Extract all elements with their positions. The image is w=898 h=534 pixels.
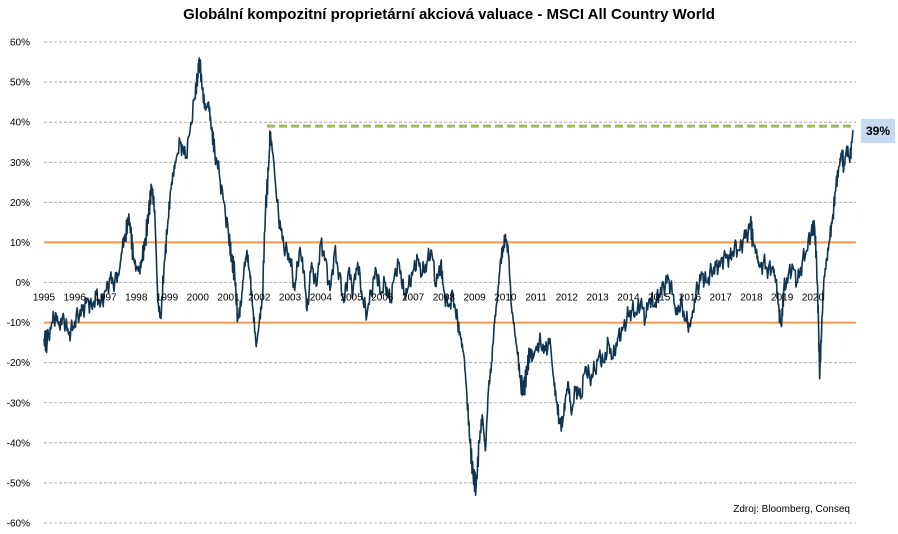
y-tick-label: -30% <box>7 398 30 409</box>
x-tick-label: 2019 <box>771 293 794 304</box>
y-tick-label: -10% <box>7 318 30 329</box>
y-tick-label: 20% <box>10 198 30 209</box>
x-tick-label: 1996 <box>64 293 87 304</box>
x-tick-label: 2020 <box>802 293 825 304</box>
x-tick-label: 2007 <box>402 293 425 304</box>
x-tick-label: 2012 <box>556 293 579 304</box>
y-tick-label: 10% <box>10 238 30 249</box>
y-tick-label: -50% <box>7 478 30 489</box>
y-tick-label: 60% <box>10 38 30 49</box>
x-tick-label: 2003 <box>279 293 302 304</box>
y-tick-label: -40% <box>7 438 30 449</box>
y-tick-label: 50% <box>10 78 30 89</box>
value-callout: 39% <box>861 119 895 143</box>
x-tick-label: 2013 <box>587 293 610 304</box>
x-tick-label: 2008 <box>433 293 456 304</box>
chart-title: Globální kompozitní proprietární akciová… <box>183 6 715 23</box>
y-tick-label: 30% <box>10 158 30 169</box>
gridlines <box>44 41 856 524</box>
x-tick-label: 2001 <box>217 293 240 304</box>
x-tick-label: 1998 <box>125 293 148 304</box>
x-tick-label: 2006 <box>371 293 394 304</box>
x-tick-label: 1999 <box>156 293 179 304</box>
x-tick-label: 2018 <box>740 293 763 304</box>
x-tick-label: 2005 <box>340 293 363 304</box>
x-tick-label: 2016 <box>679 293 702 304</box>
band-lines <box>44 241 856 324</box>
series-lines <box>43 57 854 496</box>
y-axis-tick-labels: 60% 50% 40% 30% 20% 10% 0% -10% -20% -30% -40% -50%… <box>7 38 30 530</box>
x-tick-label: 2004 <box>310 293 333 304</box>
x-tick-label: 1997 <box>94 293 117 304</box>
x-tick-label: 2017 <box>710 293 733 304</box>
x-tick-label: 2000 <box>187 293 210 304</box>
x-tick-label: 2011 <box>525 293 547 304</box>
x-tick-label: 2015 <box>648 293 671 304</box>
y-tick-label: -60% <box>7 519 30 530</box>
series-line <box>43 57 854 496</box>
x-tick-label: 2009 <box>463 293 486 304</box>
x-tick-label: 2014 <box>617 293 640 304</box>
x-axis-tick-labels: 1995 1996 1997 1998 1999 2000 2001 2002 2003 2004… <box>33 293 825 304</box>
x-tick-label: 2002 <box>248 293 271 304</box>
y-tick-label: -20% <box>7 358 30 369</box>
source-note: Zdroj: Bloomberg, Conseq <box>733 504 850 515</box>
x-tick-label: 2010 <box>494 293 517 304</box>
y-tick-label: 0% <box>16 278 31 289</box>
y-tick-label: 40% <box>10 118 30 129</box>
x-tick-label: 1995 <box>33 293 56 304</box>
